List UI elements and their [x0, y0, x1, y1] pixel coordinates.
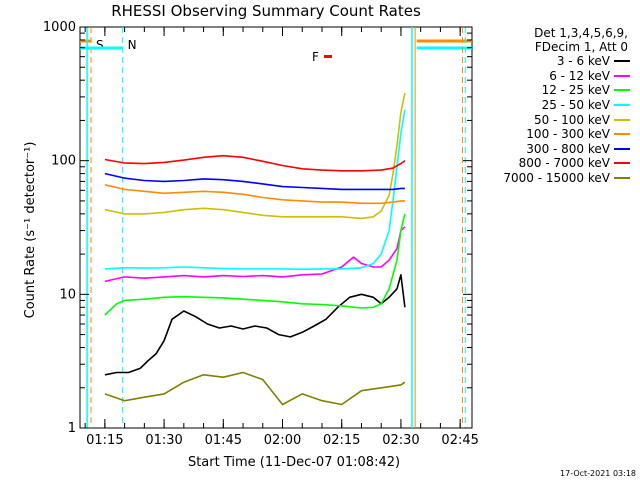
- x-tick-label: 02:00: [264, 433, 301, 448]
- legend-label: 25 - 50 keV: [541, 98, 610, 113]
- timestamp: 17-Oct-2021 03:18: [560, 469, 636, 478]
- marker-label-F: F: [312, 50, 319, 64]
- series-line-0: [104, 273, 406, 376]
- x-tick-label: 01:15: [86, 433, 123, 448]
- legend-label: 100 - 300 keV: [526, 127, 610, 142]
- y-tick-label: 10: [59, 287, 76, 302]
- y-tick-label: 1000: [43, 20, 76, 35]
- time-markers: S NF: [80, 27, 472, 428]
- y-axis-label: Count Rate (s⁻¹ detector⁻¹): [23, 142, 38, 319]
- axes: 1 10 100 1000 01:15 01:30 01:45 02:00 02:15 02:30…: [43, 20, 479, 448]
- y-tick-label: 1: [68, 421, 76, 436]
- x-tick-label: 02:30: [382, 433, 419, 448]
- legend-item: 50 - 100 keV: [476, 112, 638, 127]
- y-tick-label: 100: [51, 154, 76, 169]
- marker-label-S: S: [96, 38, 104, 52]
- legend-swatch: [614, 133, 630, 136]
- legend-rows: 3 - 6 keV 6 - 12 keV 12 - 25 keV 25 - 50 ke…: [476, 54, 638, 185]
- legend-label: 6 - 12 keV: [549, 68, 610, 83]
- plot-border: [79, 26, 473, 429]
- legend-item: 800 - 7000 keV: [476, 156, 638, 171]
- x-tick-label: 02:45: [441, 433, 478, 448]
- legend-swatch: [614, 177, 630, 180]
- series-line-6: [104, 172, 405, 191]
- legend-label: 7000 - 15000 keV: [503, 171, 610, 186]
- legend: Det 1,3,4,5,6,9, FDecim 1, Att 0 3 - 6 k…: [476, 26, 638, 185]
- legend-swatch: [614, 118, 630, 121]
- marker-label-N: N: [128, 38, 137, 52]
- series-line-3: [104, 109, 406, 271]
- legend-item: 100 - 300 keV: [476, 127, 638, 142]
- legend-label: 50 - 100 keV: [533, 112, 610, 127]
- legend-swatch: [614, 162, 630, 165]
- legend-item: 3 - 6 keV: [476, 54, 638, 69]
- flare-bar: [323, 55, 332, 58]
- x-tick-label: 01:30: [145, 433, 182, 448]
- series-line-7: [104, 154, 406, 172]
- legend-swatch: [614, 147, 630, 150]
- legend-item: 7000 - 15000 keV: [476, 171, 638, 186]
- legend-header-line-1: Det 1,3,4,5,6,9,: [534, 26, 628, 40]
- legend-item: 6 - 12 keV: [476, 69, 638, 84]
- legend-header-line-2: FDecim 1, Att 0: [534, 40, 628, 54]
- legend-label: 12 - 25 keV: [541, 83, 610, 98]
- series-line-4: [104, 92, 406, 220]
- chart-title: RHESSI Observing Summary Count Rates: [111, 2, 421, 20]
- legend-swatch: [614, 104, 630, 107]
- legend-item: 25 - 50 keV: [476, 98, 638, 113]
- series-line-2: [104, 213, 406, 316]
- legend-swatch: [614, 74, 630, 77]
- plot-frame: [79, 26, 473, 429]
- legend-label: 800 - 7000 keV: [518, 156, 610, 171]
- series-line-1: [104, 226, 406, 283]
- x-tick-label: 01:45: [205, 433, 242, 448]
- legend-label: 3 - 6 keV: [556, 54, 610, 69]
- series-group: [104, 92, 406, 406]
- legend-swatch: [614, 89, 630, 92]
- legend-item: 12 - 25 keV: [476, 83, 638, 98]
- legend-swatch: [614, 60, 630, 63]
- legend-item: 300 - 800 keV: [476, 142, 638, 157]
- x-axis-label: Start Time (11-Dec-07 01:08:42): [188, 455, 400, 470]
- series-line-8: [104, 371, 406, 406]
- legend-label: 300 - 800 keV: [526, 141, 610, 156]
- series-line-5: [104, 184, 405, 205]
- x-tick-label: 02:15: [323, 433, 360, 448]
